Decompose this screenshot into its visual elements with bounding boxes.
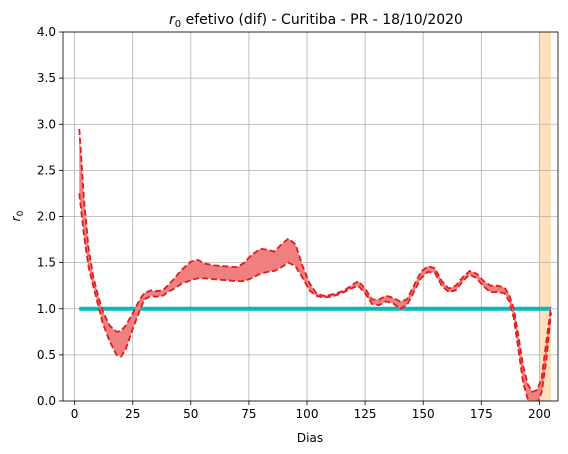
y-axis-ticks: 0.0 0.5 1.0 1.5 2.0 2.5 3.0 3.5 4.0 [37, 25, 63, 408]
y-tick-label: 0.5 [37, 348, 56, 362]
y-label-symbol: r [9, 215, 23, 221]
x-tick-label: 150 [412, 407, 435, 421]
y-tick-label: 1.0 [37, 302, 56, 316]
x-axis-ticks: 0 25 50 75 100 125 150 175 200 [71, 401, 551, 421]
x-tick-label: 0 [71, 407, 79, 421]
y-tick-label: 0.0 [37, 394, 56, 408]
y-tick-label: 2.5 [37, 163, 56, 177]
x-tick-label: 50 [183, 407, 198, 421]
x-tick-label: 75 [241, 407, 256, 421]
x-tick-label: 100 [296, 407, 319, 421]
x-axis-label: Dias [297, 431, 323, 445]
title-subscript: 0 [175, 19, 181, 30]
chart-title: r0 efetivo (dif) - Curitiba - PR - 18/10… [169, 12, 463, 30]
title-text: efetivo (dif) - Curitiba - PR - 18/10/20… [181, 12, 463, 28]
y-label-subscript: 0 [16, 210, 26, 216]
x-tick-label: 25 [125, 407, 140, 421]
upper-bound-line [78, 128, 552, 393]
data-layer [78, 128, 552, 401]
x-tick-label: 200 [528, 407, 551, 421]
y-tick-label: 2.0 [37, 210, 56, 224]
x-tick-label: 175 [470, 407, 493, 421]
y-tick-label: 3.5 [37, 71, 56, 85]
y-tick-label: 1.5 [37, 256, 56, 270]
x-tick-label: 125 [354, 407, 377, 421]
y-axis-label: r0 [9, 210, 26, 221]
y-tick-label: 3.0 [37, 117, 56, 131]
title-symbol: r [169, 12, 176, 28]
y-tick-label: 4.0 [37, 25, 56, 39]
